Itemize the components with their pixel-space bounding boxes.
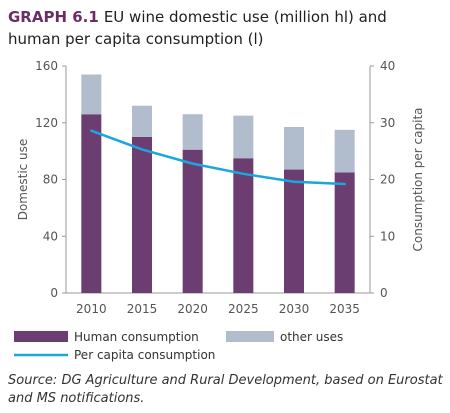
legend-label-other-uses: other uses [280,330,343,344]
x-tick-label: 2030 [279,302,310,316]
x-tick-label: 2025 [228,302,259,316]
figure-title-text: EU wine domestic use (million hl) and hu… [8,8,387,48]
point-per-capita-2010 [90,129,93,132]
bar-other-uses-2015 [132,105,152,137]
bar-human-consumption-2015 [132,136,152,293]
y-tick-label-right: 0 [380,286,388,300]
source-note: Source: DG Agriculture and Rural Develop… [8,373,443,406]
y-axis-title-left: Domestic use [16,139,30,221]
figure-number: GRAPH 6.1 [8,8,99,26]
bar-human-consumption-2020 [182,149,203,293]
y-tick-label-left: 160 [35,59,58,73]
bar-other-uses-2010 [81,74,102,115]
bar-human-consumption-2035 [334,172,355,293]
figure-title: GRAPH 6.1 EU wine domestic use (million h… [8,6,440,50]
point-per-capita-2015 [141,148,143,151]
y-tick-label-left: 0 [50,286,58,300]
y-tick-label-right: 40 [380,59,395,73]
bar-other-uses-2035 [334,129,355,173]
bar-human-consumption-2010 [81,114,102,293]
bar-human-consumption-2030 [284,169,304,293]
x-tick-label: 2015 [127,302,158,316]
y-tick-label-left: 40 [43,229,58,243]
legend-label-per-capita: Per capita consumption [74,348,215,362]
bar-other-uses-2025 [233,115,254,159]
line-per-capita-consumption [90,129,346,186]
point-per-capita-2025 [242,173,245,175]
legend-swatch-human-consumption [14,331,68,342]
bar-other-uses-2030 [284,127,304,170]
y-tick-label-right: 10 [380,229,395,243]
point-per-capita-2020 [191,162,194,165]
y-tick-label-right: 20 [380,173,395,187]
x-tick-label: 2010 [76,302,107,316]
y-tick-label-left: 120 [35,116,58,130]
legend-swatch-other-uses [226,331,274,342]
legend-label-human-consumption: Human consumption [74,330,199,344]
y-tick-label-left: 80 [43,173,58,187]
point-per-capita-2035 [343,183,346,185]
x-tick-label: 2020 [177,302,208,316]
y-axis-title-right: Consumption per capita [411,108,425,252]
bar-other-uses-2020 [182,114,203,150]
x-tick-label: 2035 [329,302,360,316]
bar-human-consumption-2025 [233,158,254,293]
y-tick-label-right: 30 [380,116,395,130]
point-per-capita-2030 [293,180,295,183]
